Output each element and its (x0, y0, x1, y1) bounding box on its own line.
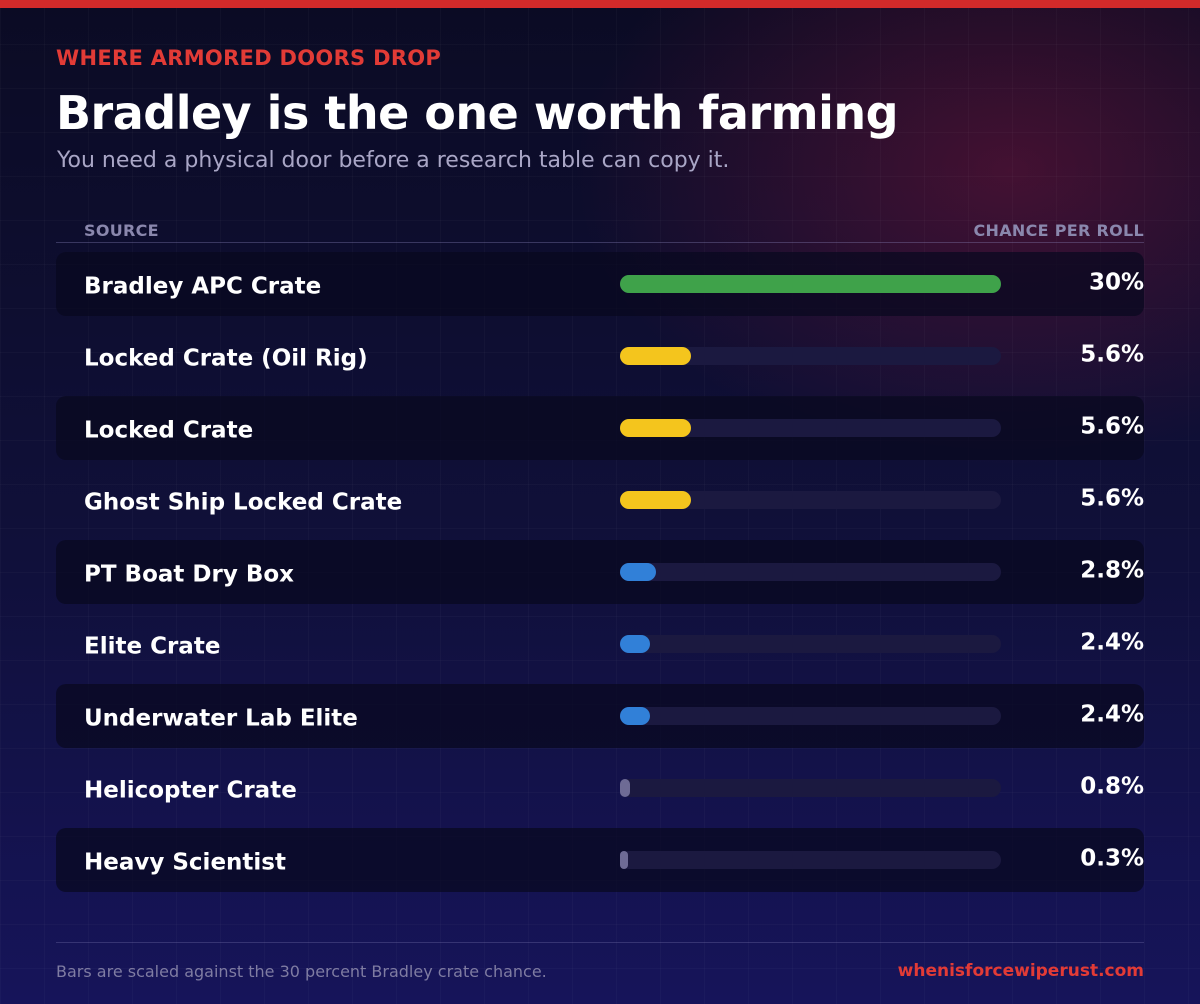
page-title: Bradley is the one worth farming (56, 86, 899, 140)
site-link[interactable]: whenisforcewiperust.com (897, 961, 1144, 981)
bar (620, 419, 692, 437)
bar-track (620, 635, 1001, 653)
bar (620, 851, 628, 869)
value-label: 5.6% (1080, 341, 1144, 368)
bar-track (620, 275, 1001, 293)
bar-row: Heavy Scientist 0.3% (56, 828, 1144, 892)
value-label: 0.8% (1080, 773, 1144, 800)
bar (620, 347, 692, 365)
bar-row: Underwater Lab Elite 2.4% (56, 684, 1144, 748)
header-divider (56, 242, 1144, 243)
bar-track (620, 491, 1001, 509)
category-label: Bradley APC Crate (84, 273, 322, 300)
bar (620, 779, 631, 797)
category-label: Heavy Scientist (84, 849, 286, 876)
bar (620, 491, 692, 509)
page-subtitle: You need a physical door before a resear… (57, 148, 730, 173)
category-label: Locked Crate (Oil Rig) (84, 345, 368, 372)
bar-track (620, 851, 1001, 869)
bar-track (620, 347, 1001, 365)
category-label: Helicopter Crate (84, 777, 297, 804)
bar-row: Bradley APC Crate 30% (56, 252, 1144, 316)
bar (620, 275, 1001, 293)
value-label: 5.6% (1080, 485, 1144, 512)
bar-row: Locked Crate 5.6% (56, 396, 1144, 460)
bar (620, 707, 651, 725)
footnote: Bars are scaled against the 30 percent B… (56, 962, 547, 981)
value-label: 2.4% (1080, 629, 1144, 656)
bar (620, 563, 656, 581)
value-label: 2.8% (1080, 557, 1144, 584)
bar-track (620, 707, 1001, 725)
bar (620, 635, 651, 653)
bar-row: Locked Crate (Oil Rig) 5.6% (56, 324, 1144, 388)
category-label: Underwater Lab Elite (84, 705, 358, 732)
category-label: Ghost Ship Locked Crate (84, 489, 403, 516)
category-label: Elite Crate (84, 633, 221, 660)
value-label: 30% (1088, 269, 1144, 296)
chance-column-header: CHANCE PER ROLL (973, 221, 1144, 240)
bar-chart: Bradley APC Crate 30% Locked Crate (Oil Ri… (56, 252, 1144, 900)
category-label: PT Boat Dry Box (84, 561, 295, 588)
top-accent-bar (0, 0, 1200, 8)
kicker-label: WHERE ARMORED DOORS DROP (56, 46, 442, 70)
category-label: Locked Crate (84, 417, 254, 444)
bar-row: Helicopter Crate 0.8% (56, 756, 1144, 820)
bar-row: PT Boat Dry Box 2.8% (56, 540, 1144, 604)
bar-row: Ghost Ship Locked Crate 5.6% (56, 468, 1144, 532)
bar-track (620, 779, 1001, 797)
value-label: 0.3% (1080, 845, 1144, 872)
footer-divider (56, 942, 1144, 943)
value-label: 2.4% (1080, 701, 1144, 728)
source-column-header: SOURCE (84, 221, 159, 240)
bar-track (620, 563, 1001, 581)
bar-row: Elite Crate 2.4% (56, 612, 1144, 676)
value-label: 5.6% (1080, 413, 1144, 440)
bar-track (620, 419, 1001, 437)
